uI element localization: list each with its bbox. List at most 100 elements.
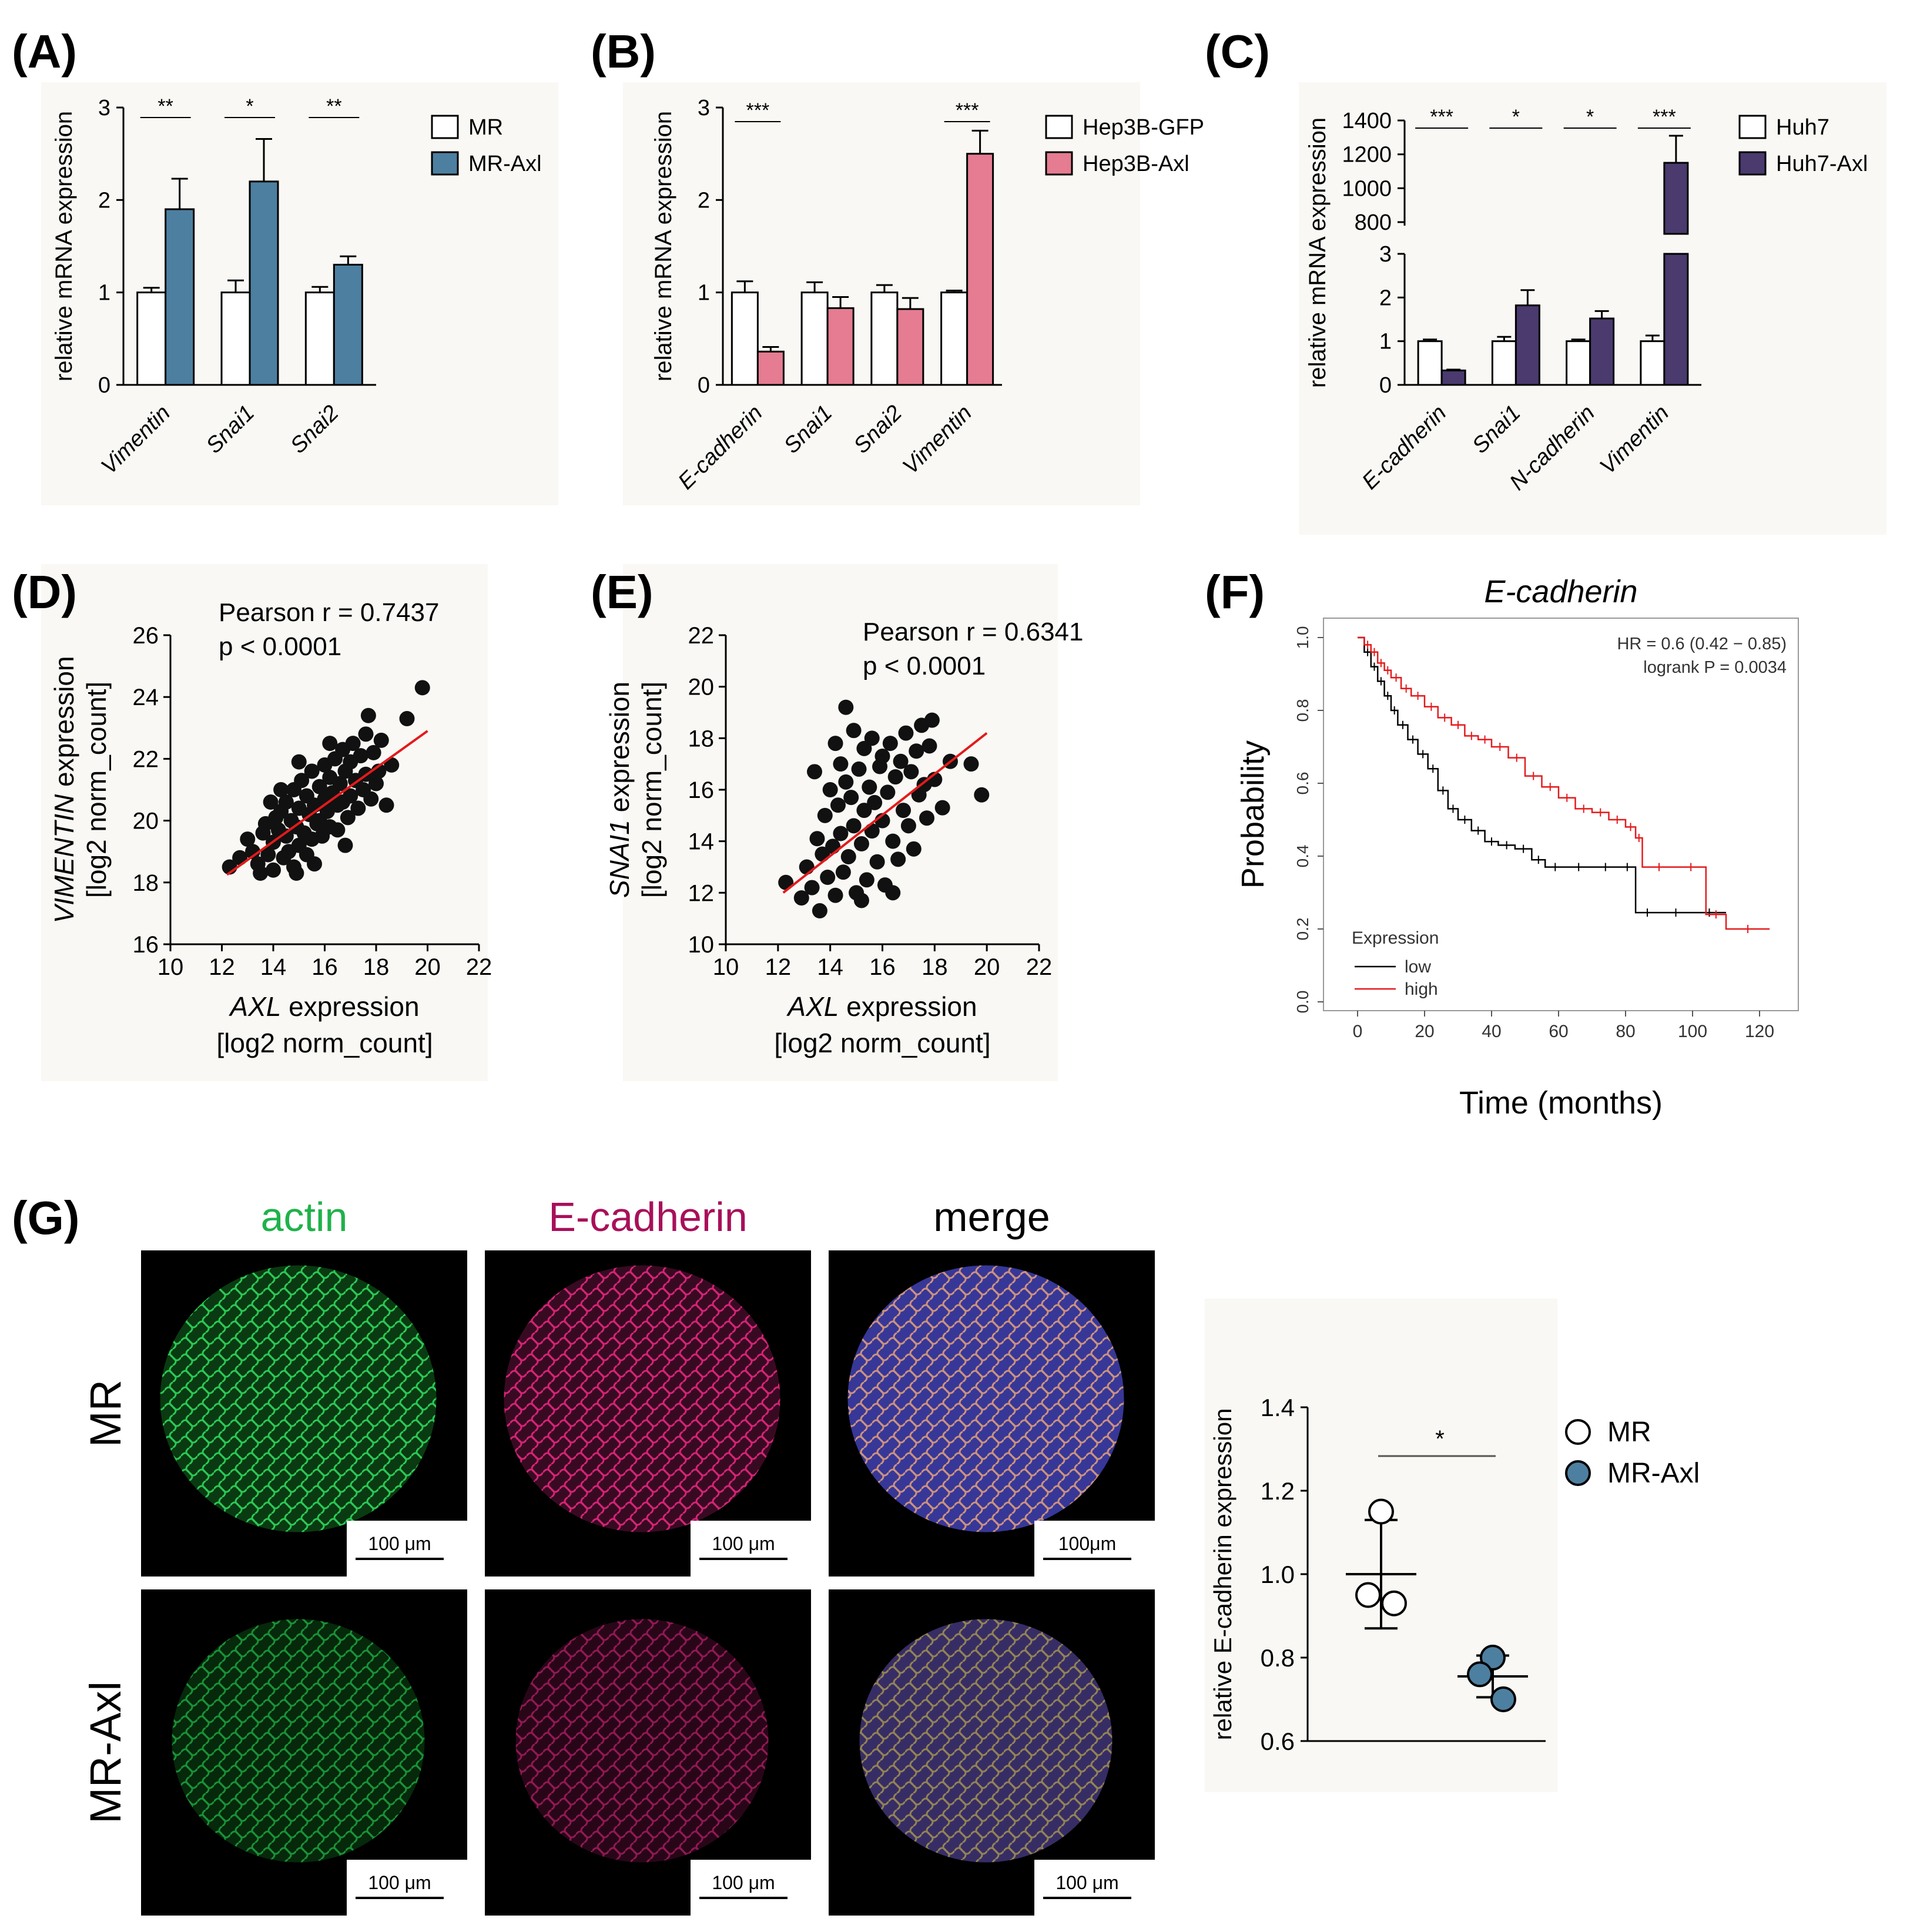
bar [731, 291, 759, 386]
y-tick-label: 3 [98, 96, 110, 120]
legend-label: high [1405, 980, 1438, 999]
data-point [830, 797, 846, 813]
scale-bar-box [691, 1860, 811, 1916]
bar [800, 291, 829, 386]
x-axis-unit: [log2 norm_count] [774, 1028, 990, 1058]
chart-title: E-cadherin [1484, 574, 1637, 609]
y-tick-label: 1 [1379, 330, 1392, 354]
data-point [245, 844, 260, 860]
row-label: MR [81, 1380, 130, 1447]
data-point [817, 807, 833, 823]
pearson-r-label: Pearson r = 0.7437 [219, 598, 439, 627]
data-point [373, 732, 389, 748]
data-point [820, 870, 836, 886]
bar [826, 307, 855, 386]
data-point [799, 859, 815, 875]
data-point [833, 756, 849, 772]
x-tick-label: 12 [209, 954, 235, 980]
data-point [885, 885, 901, 901]
y-axis-unit: [log2 norm_count] [81, 682, 112, 898]
panel-letter-e: (E) [591, 566, 654, 618]
scale-bar-label: 100 μm [1055, 1872, 1118, 1893]
data-point [360, 707, 376, 723]
bar [1514, 304, 1540, 386]
y-tick-label: 3 [698, 96, 710, 120]
data-point [368, 776, 384, 791]
x-tick-label: 22 [466, 954, 492, 980]
data-point [363, 791, 379, 807]
x-tick-label: 16 [869, 954, 896, 980]
bar [1566, 340, 1591, 386]
p-value-label: p < 0.0001 [219, 632, 341, 661]
x-tick-label: 16 [311, 954, 338, 980]
y-tick-label: 0.4 [1294, 845, 1312, 868]
y-tick-label: 3 [1379, 242, 1392, 267]
data-point [909, 743, 924, 759]
data-point [812, 903, 827, 919]
data-point [345, 736, 361, 752]
bar [870, 291, 899, 386]
data-point [337, 837, 353, 853]
legend-swatch [1045, 151, 1073, 176]
logrank-label: logrank P = 0.0034 [1643, 658, 1787, 677]
data-point [273, 782, 289, 797]
spheroid [847, 1265, 1124, 1532]
scale-bar-box [1034, 1860, 1155, 1916]
y-tick-label: 1.4 [1261, 1394, 1295, 1421]
x-tick-label: 20 [414, 954, 441, 980]
y-tick-label: 0.6 [1261, 1728, 1295, 1755]
y-tick-label: 24 [133, 685, 159, 710]
data-point [924, 712, 940, 728]
scale-bar-box [347, 1860, 467, 1916]
bar [333, 263, 363, 386]
data-point [827, 736, 843, 752]
data-point [827, 887, 843, 903]
y-tick-label: 1 [98, 281, 110, 306]
data-point [853, 836, 869, 852]
y-tick-label: 1200 [1342, 143, 1392, 167]
y-tick-label: 0.8 [1294, 699, 1312, 722]
y-axis-label: Probability [1235, 740, 1271, 888]
legend-label: Hep3B-Axl [1083, 152, 1189, 176]
x-axis-label: Time (months) [1459, 1085, 1663, 1121]
data-point [862, 779, 877, 795]
panel-letter-c: (C) [1205, 25, 1270, 78]
x-tick-label: 14 [260, 954, 287, 980]
y-tick-label: 1.0 [1261, 1561, 1295, 1588]
significance-stars: * [246, 95, 253, 118]
data-point [974, 787, 990, 803]
legend-label: Huh7-Axl [1776, 152, 1868, 176]
y-tick-label: 1400 [1342, 109, 1392, 133]
channel-label: actin [261, 1194, 348, 1240]
y-tick-label: 10 [688, 932, 715, 958]
data-point [880, 784, 896, 800]
data-point [890, 851, 906, 867]
data-point [934, 800, 950, 816]
x-tick-label: 10 [158, 954, 184, 980]
x-axis-label: AXL expression [786, 991, 977, 1022]
legend-label: Huh7 [1776, 115, 1829, 140]
legend-label: low [1405, 957, 1431, 977]
data-point [900, 818, 916, 834]
regression-line [782, 732, 988, 894]
legend-marker [1565, 1419, 1591, 1445]
bar [1589, 317, 1615, 386]
bar [966, 153, 994, 386]
data-point [864, 730, 880, 746]
y-axis-label: relative mRNA expression [651, 111, 676, 381]
data-point [307, 856, 322, 872]
y-tick-label: 0.2 [1294, 918, 1312, 941]
data-point [378, 797, 394, 813]
data-point [278, 828, 294, 844]
data-point [919, 810, 935, 826]
data-point [840, 848, 856, 864]
panel-letter-f: (F) [1205, 566, 1265, 618]
channel-label: E-cadherin [548, 1194, 748, 1240]
y-tick-label: 1000 [1342, 176, 1392, 201]
y-tick-label: 0.0 [1294, 991, 1312, 1014]
y-tick-label: 1.0 [1294, 626, 1312, 649]
data-point [340, 810, 356, 826]
spheroid [859, 1619, 1113, 1863]
regression-line [226, 730, 428, 876]
legend-label: MR-Axl [468, 152, 542, 176]
